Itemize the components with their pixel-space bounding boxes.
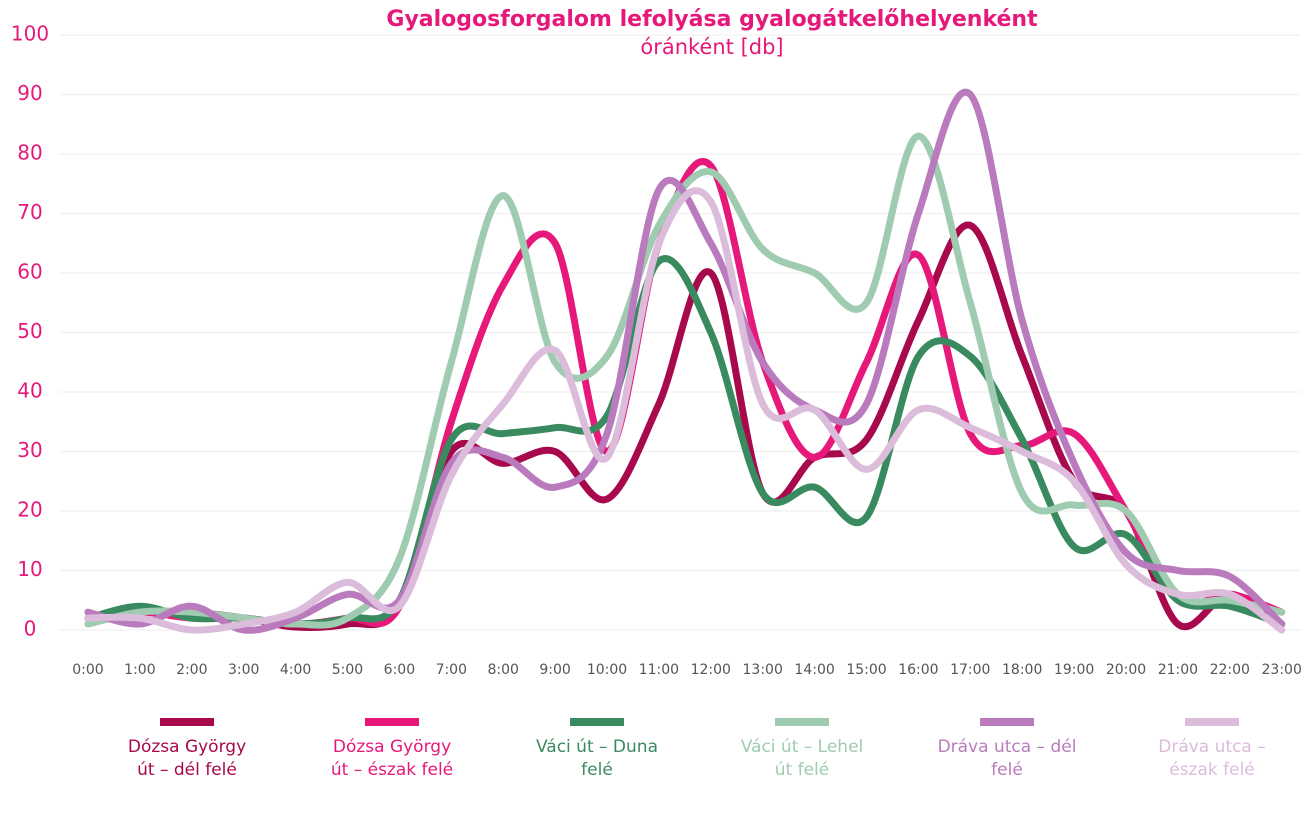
x-tick-label: 19:00 bbox=[1054, 662, 1094, 678]
legend-label: Váci út – Duna felé bbox=[535, 737, 658, 780]
y-tick-label: 90 bbox=[17, 81, 42, 105]
legend-item: Dráva utca – dél felé bbox=[937, 718, 1077, 782]
x-tick-label: 22:00 bbox=[1210, 662, 1250, 678]
y-tick-label: 30 bbox=[17, 438, 42, 462]
legend-label: Dózsa György út – dél felé bbox=[127, 737, 247, 780]
x-tick-label: 23:00 bbox=[1262, 662, 1302, 678]
y-tick-label: 40 bbox=[17, 379, 42, 403]
x-tick-label: 4:00 bbox=[280, 662, 311, 678]
x-tick-label: 16:00 bbox=[898, 662, 938, 678]
series-line bbox=[84, 132, 1286, 629]
x-tick-label: 11:00 bbox=[639, 662, 679, 678]
series-line bbox=[84, 158, 1286, 628]
x-tick-label: 21:00 bbox=[1158, 662, 1198, 678]
x-tick-label: 14:00 bbox=[794, 662, 834, 678]
x-tick-label: 8:00 bbox=[487, 662, 518, 678]
y-tick-label: 0 bbox=[24, 617, 37, 641]
y-tick-label: 50 bbox=[17, 319, 42, 343]
x-tick-label: 9:00 bbox=[539, 662, 570, 678]
series-line bbox=[84, 187, 1286, 634]
x-tick-label: 18:00 bbox=[1002, 662, 1042, 678]
legend-label: Dráva utca – dél felé bbox=[937, 737, 1077, 780]
x-tick-label: 7:00 bbox=[436, 662, 467, 678]
legend-swatch bbox=[160, 718, 214, 726]
legend-swatch bbox=[775, 718, 829, 726]
legend-swatch bbox=[570, 718, 624, 726]
legend-label: Dráva utca – észak felé bbox=[1158, 737, 1266, 780]
chart-title: Gyalogosforgalom lefolyása gyalogátkelőh… bbox=[386, 7, 1038, 32]
y-tick-label: 70 bbox=[17, 200, 42, 224]
legend-item: Dózsa György út – dél felé bbox=[117, 718, 257, 782]
y-tick-label: 10 bbox=[17, 557, 42, 581]
x-tick-label: 6:00 bbox=[384, 662, 415, 678]
legend-label: Dózsa György út – észak felé bbox=[330, 737, 454, 780]
x-tick-label: 5:00 bbox=[332, 662, 363, 678]
x-tick-label: 2:00 bbox=[176, 662, 207, 678]
legend-swatch bbox=[980, 718, 1034, 726]
chart-subtitle: óránként [db] bbox=[640, 35, 783, 59]
legend-swatch bbox=[365, 718, 419, 726]
x-tick-label: 15:00 bbox=[846, 662, 886, 678]
legend-label: Váci út – Lehel út felé bbox=[740, 737, 864, 780]
x-tick-label: 0:00 bbox=[72, 662, 103, 678]
y-tick-label: 100 bbox=[11, 22, 49, 46]
y-tick-label: 20 bbox=[17, 498, 42, 522]
legend-item: Váci út – Lehel út felé bbox=[732, 718, 872, 782]
legend-item: Dózsa György út – észak felé bbox=[322, 718, 462, 782]
x-tick-label: 3:00 bbox=[228, 662, 259, 678]
series-line bbox=[84, 221, 1286, 631]
x-tick-label: 13:00 bbox=[743, 662, 783, 678]
series-line bbox=[84, 88, 1286, 634]
chart: Gyalogosforgalom lefolyása gyalogátkelőh… bbox=[11, 7, 1302, 678]
legend-swatch bbox=[1185, 718, 1239, 726]
x-tick-label: 12:00 bbox=[691, 662, 731, 678]
x-tick-label: 1:00 bbox=[124, 662, 155, 678]
y-tick-label: 60 bbox=[17, 260, 42, 284]
x-tick-label: 17:00 bbox=[950, 662, 990, 678]
x-tick-label: 20:00 bbox=[1106, 662, 1146, 678]
y-tick-label: 80 bbox=[17, 141, 42, 165]
x-tick-label: 10:00 bbox=[587, 662, 627, 678]
legend-item: Váci út – Duna felé bbox=[527, 718, 667, 782]
legend-item: Dráva utca – észak felé bbox=[1142, 718, 1282, 782]
